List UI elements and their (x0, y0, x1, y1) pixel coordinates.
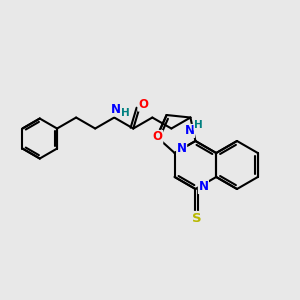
Text: S: S (192, 212, 201, 224)
Text: N: N (198, 181, 208, 194)
Text: H: H (121, 107, 130, 118)
Text: N: N (111, 103, 121, 116)
Text: O: O (138, 98, 148, 111)
Text: N: N (177, 142, 187, 155)
Text: O: O (153, 130, 163, 143)
Text: N: N (184, 124, 194, 137)
Text: H: H (194, 120, 203, 130)
